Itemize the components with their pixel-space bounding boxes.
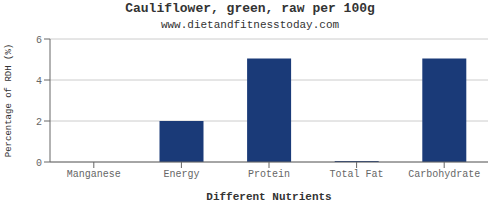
svg-text:Manganese: Manganese: [67, 169, 121, 180]
svg-text:Total Fat: Total Fat: [330, 169, 384, 180]
html-text:www.dietandfitnesstoday.com: www.dietandfitnesstoday.com: [160, 19, 340, 31]
svg-text:Energy: Energy: [163, 169, 199, 180]
svg-text:Different Nutrients: Different Nutrients: [206, 191, 331, 200]
svg-text:Carbohydrate: Carbohydrate: [408, 169, 480, 180]
svg-text:2: 2: [36, 117, 42, 128]
svg-text:4: 4: [36, 76, 42, 87]
svg-text:Percentage of RDH (%): Percentage of RDH (%): [8, 44, 14, 157]
svg-text:Protein: Protein: [248, 169, 290, 180]
html-text:Cauliflower, green, raw per 10: Cauliflower, green, raw per 100g: [125, 1, 375, 16]
svg-text:0: 0: [36, 158, 42, 169]
svg-text:6: 6: [36, 35, 42, 46]
